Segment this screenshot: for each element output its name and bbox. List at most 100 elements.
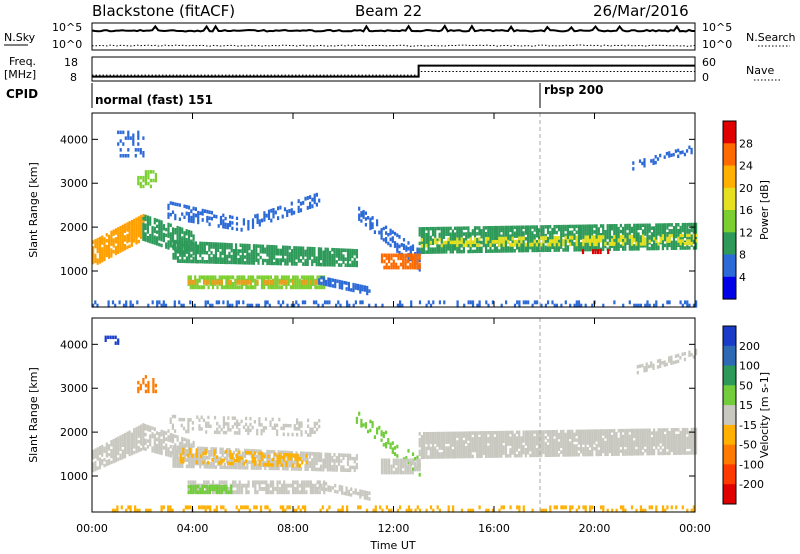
heatmap-cell <box>458 235 461 239</box>
heatmap-cell <box>451 431 454 436</box>
heatmap-cell <box>413 467 417 472</box>
heatmap-cell <box>411 256 414 261</box>
heatmap-cell <box>98 257 102 261</box>
heatmap-cell <box>440 232 443 237</box>
heatmap-cell <box>425 452 428 456</box>
heatmap-cell <box>493 448 496 452</box>
heatmap-cell <box>577 233 580 237</box>
heatmap-cell <box>493 240 496 244</box>
heatmap-cell <box>637 241 640 245</box>
heatmap-cell <box>418 432 421 436</box>
heatmap-cell <box>591 446 594 451</box>
heatmap-cell <box>329 461 332 466</box>
heatmap-cell <box>447 232 450 236</box>
heatmap-cell <box>340 248 343 252</box>
heatmap-cell <box>473 232 477 236</box>
heatmap-cell <box>197 217 200 221</box>
heatmap-cell <box>225 490 228 495</box>
heatmap-cell <box>551 447 554 452</box>
heatmap-cell <box>205 275 208 280</box>
heatmap-cell <box>460 235 463 239</box>
heatmap-cell <box>288 463 291 468</box>
heatmap-cell <box>553 453 556 457</box>
heatmap-cell <box>346 251 350 256</box>
heatmap-cell <box>299 451 303 456</box>
heatmap-cell <box>126 450 129 455</box>
heatmap-cell <box>226 225 229 230</box>
heatmap-cell <box>646 446 649 450</box>
heatmap-cell <box>679 225 682 230</box>
heatmap-cell <box>324 461 327 466</box>
heatmap-cell <box>611 244 614 248</box>
heatmap-cell <box>189 490 192 495</box>
heatmap-cell <box>171 426 174 430</box>
heatmap-cell <box>317 250 320 254</box>
heatmap-cell <box>420 446 423 451</box>
heatmap-cell <box>527 231 530 235</box>
heatmap-cell <box>244 249 247 253</box>
heatmap-cell <box>307 275 310 280</box>
heatmap-cell <box>128 224 131 228</box>
heatmap-cell <box>236 419 239 423</box>
heatmap-cell <box>409 461 412 466</box>
heatmap-cell <box>299 252 303 257</box>
heatmap-cell <box>208 210 211 214</box>
heatmap-cell <box>286 248 289 253</box>
heatmap-cell <box>105 442 108 446</box>
heatmap-cell <box>380 230 383 235</box>
heatmap-cell <box>599 440 603 445</box>
heatmap-cell <box>397 253 400 258</box>
heatmap-cell <box>195 454 198 458</box>
heatmap-cell <box>294 282 297 286</box>
freq-panel-frame <box>91 56 696 82</box>
heatmap-cell <box>92 449 95 454</box>
heatmap-cell <box>482 229 485 233</box>
heatmap-cell <box>167 453 170 457</box>
heatmap-cell <box>489 433 492 438</box>
heatmap-cell <box>507 237 510 241</box>
heatmap-cell <box>296 282 299 286</box>
heatmap-cell <box>250 466 253 470</box>
heatmap-cell <box>252 255 256 260</box>
heatmap-cell <box>551 300 554 305</box>
heatmap-cell <box>192 458 195 463</box>
heatmap-cell <box>108 461 111 466</box>
heatmap-cell <box>273 464 276 468</box>
heatmap-cell <box>236 483 239 488</box>
heatmap-cell <box>613 238 616 243</box>
heatmap-cell <box>169 238 172 242</box>
heatmap-cell <box>518 442 521 446</box>
heatmap-cell <box>210 447 213 451</box>
heatmap-cell <box>276 282 279 286</box>
heatmap-cell <box>659 223 662 227</box>
heatmap-cell <box>411 467 415 471</box>
heatmap-cell <box>549 248 552 252</box>
heatmap-cell <box>260 431 263 436</box>
heatmap-cell <box>608 235 611 240</box>
heatmap-cell <box>140 436 143 440</box>
heatmap-cell <box>119 130 122 135</box>
heatmap-cell <box>252 483 255 488</box>
heatmap-cell <box>300 433 303 437</box>
heatmap-cell <box>209 278 212 283</box>
heatmap-cell <box>128 221 131 225</box>
heatmap-cell <box>290 201 293 206</box>
heatmap-cell <box>611 238 614 243</box>
heatmap-cell <box>192 453 195 458</box>
heatmap-cell <box>212 245 215 249</box>
heatmap-cell <box>259 247 262 251</box>
heatmap-cell <box>615 440 618 445</box>
heatmap-cell <box>613 224 616 228</box>
heatmap-cell <box>383 458 386 463</box>
heatmap-cell <box>112 438 115 443</box>
heatmap-cell <box>229 455 232 460</box>
heatmap-cell <box>544 453 547 457</box>
heatmap-cell <box>628 440 631 444</box>
heatmap-cell <box>176 461 180 465</box>
heatmap-cell <box>355 260 358 265</box>
heatmap-cell <box>409 245 412 250</box>
heatmap-cell <box>593 438 596 442</box>
heatmap-cell <box>211 458 214 462</box>
heatmap-cell <box>218 430 221 435</box>
